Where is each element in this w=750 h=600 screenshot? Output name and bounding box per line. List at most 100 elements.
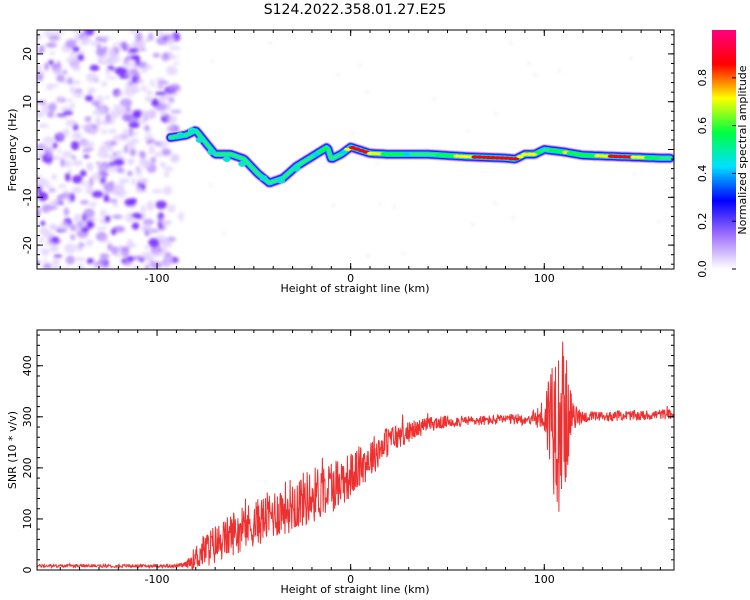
noise-blob: [89, 176, 94, 187]
noise-blob: [114, 253, 122, 258]
noise-blob: [50, 39, 55, 44]
noise-blob: [71, 80, 81, 85]
noise-blob: [350, 132, 354, 135]
noise-blob: [99, 253, 110, 260]
y-tick-label: 200: [21, 457, 34, 478]
ridge-hotspot: [276, 177, 285, 184]
noise-blob: [70, 103, 76, 109]
noise-blob: [37, 33, 42, 41]
noise-blob: [63, 110, 74, 116]
noise-blob: [150, 156, 157, 164]
snr-ticks: -100 0 100 0 100 200 300 400: [21, 330, 674, 586]
noise-blob: [146, 163, 152, 169]
noise-blob: [375, 162, 379, 165]
noise-blob: [161, 221, 171, 227]
noise-blob: [39, 236, 44, 244]
snr-xlabel: Height of straight line (km): [280, 583, 429, 596]
noise-blob: [37, 63, 42, 73]
noise-blob: [71, 155, 77, 160]
noise-blob: [83, 208, 95, 218]
noise-blob: [99, 239, 110, 243]
x-tick-label: -100: [145, 272, 170, 285]
noise-blob: [331, 204, 335, 207]
noise-blob: [378, 202, 382, 205]
noise-blob: [154, 151, 163, 158]
noise-blob: [112, 104, 125, 109]
noise-blob: [151, 189, 163, 194]
noise-blob: [79, 124, 90, 129]
colorbar-tick-label: 0.2: [696, 212, 709, 230]
noise-blob: [53, 254, 63, 258]
noise-blob: [139, 118, 147, 125]
ridge-hotspot: [292, 165, 301, 172]
noise-blob: [126, 170, 133, 177]
noise-blob: [119, 75, 130, 79]
noise-blob: [122, 47, 128, 51]
noise-blob: [49, 244, 59, 253]
noise-blob: [159, 218, 165, 223]
spectrogram-image: [37, 30, 674, 269]
noise-blob: [80, 36, 92, 44]
ridge-hotspot: [259, 175, 268, 182]
noise-blob: [165, 257, 174, 265]
noise-blob: [67, 98, 73, 103]
noise-blob: [139, 257, 145, 263]
noise-blob: [157, 80, 169, 85]
noise-blob: [84, 116, 92, 123]
noise-blob: [46, 205, 58, 210]
noise-blob: [95, 231, 108, 242]
noise-blob: [392, 205, 396, 208]
noise-blob: [657, 220, 661, 223]
noise-blob: [557, 69, 561, 72]
noise-blob: [91, 190, 104, 198]
noise-blob: [108, 161, 116, 167]
noise-blob: [86, 162, 94, 171]
noise-blob: [52, 142, 58, 149]
noise-blob: [121, 258, 127, 264]
noise-blob: [466, 129, 470, 133]
noise-blob: [69, 86, 76, 94]
noise-blob: [526, 62, 530, 65]
noise-blob: [169, 46, 181, 50]
noise-blob: [131, 212, 143, 218]
noise-blob: [101, 81, 108, 87]
noise-blob: [132, 131, 139, 136]
noise-blob: [163, 263, 171, 269]
noise-blob: [209, 184, 213, 187]
noise-blob: [112, 42, 125, 46]
noise-blob: [89, 64, 100, 72]
noise-blob: [61, 70, 68, 75]
noise-blob: [146, 200, 155, 211]
noise-blob: [65, 56, 77, 64]
noise-blob: [135, 189, 147, 194]
noise-blob: [51, 155, 62, 161]
snr-series-line: [37, 341, 674, 570]
noise-blob: [140, 205, 146, 214]
noise-blob: [162, 33, 173, 38]
noise-blob: [67, 168, 72, 174]
noise-blob: [60, 158, 66, 168]
noise-blob: [73, 91, 84, 98]
spectrogram-xlabel: Height of straight line (km): [280, 282, 429, 295]
noise-blob: [130, 137, 139, 145]
noise-blob: [112, 152, 118, 157]
noise-blob: [111, 214, 123, 219]
noise-blob: [191, 121, 195, 125]
noise-blob: [105, 76, 118, 80]
colorbar-tick-label: 0.8: [696, 69, 709, 87]
noise-blob: [128, 47, 140, 53]
ridge-hotspot: [403, 152, 411, 156]
noise-blob: [50, 63, 59, 69]
noise-blob: [131, 84, 140, 94]
noise-blob: [38, 49, 43, 55]
noise-blob: [493, 112, 497, 115]
noise-blob: [81, 226, 90, 233]
noise-blob: [129, 148, 137, 157]
ridge-hotspot: [312, 152, 320, 156]
noise-blob: [37, 151, 43, 160]
noise-blob: [71, 159, 83, 167]
noise-blob: [48, 188, 56, 193]
noise-blob: [107, 59, 116, 65]
noise-blob: [145, 109, 155, 120]
